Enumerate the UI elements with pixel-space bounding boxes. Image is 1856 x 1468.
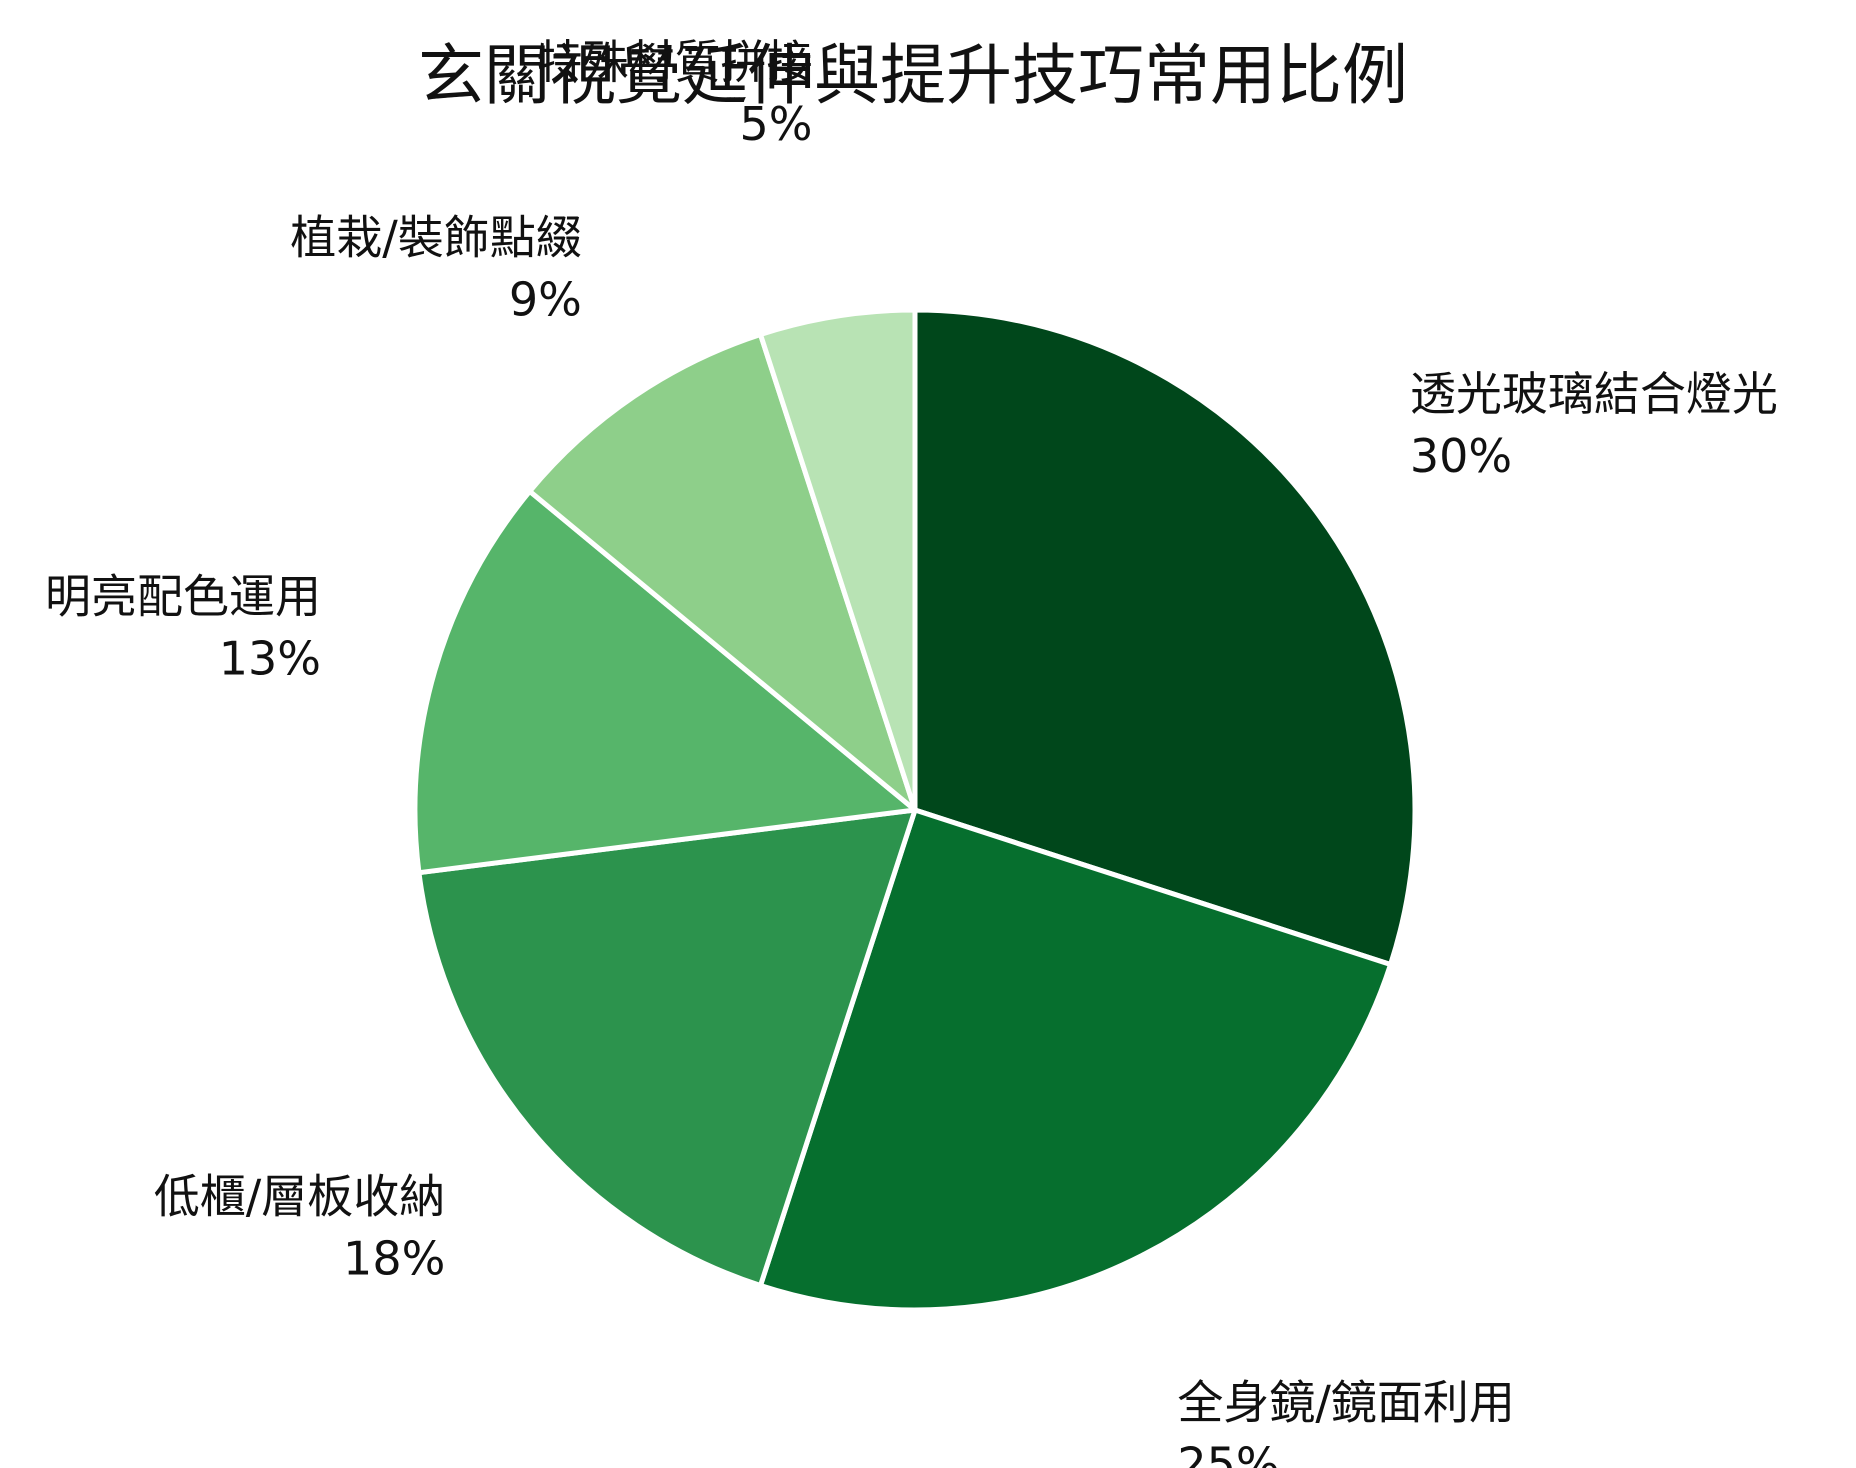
pie-slice (912, 307, 1418, 968)
pie-slices (412, 307, 1418, 1313)
slice-value-label: 18% (343, 1232, 445, 1286)
slice-category-label: 明亮配色運用 (45, 569, 321, 623)
pie-slice (412, 488, 918, 876)
slice-category-label: 全身鏡/鏡面利用 (1177, 1376, 1515, 1430)
slice-category-label: 植栽/裝飾點綴 (290, 210, 582, 264)
slice-category-label: 低櫃/層板收納 (154, 1170, 446, 1224)
chart-title: 玄關視覺延伸與提升技巧常用比例 (418, 37, 1408, 114)
pie-slice (757, 807, 1394, 1313)
slice-value-label: 5% (740, 97, 813, 151)
pie-slice (416, 807, 918, 1289)
pie-slice (527, 331, 918, 813)
slice-value-label: 9% (509, 272, 582, 326)
slice-value-label: 25% (1177, 1438, 1279, 1468)
slice-value-label: 30% (1410, 429, 1512, 483)
pie-slice (757, 307, 918, 813)
slice-category-label: 透光玻璃結合燈光 (1410, 367, 1778, 421)
pie-labels: 透光玻璃結合燈光 30% 全身鏡/鏡面利用 25% 低櫃/層板收納 18% 明亮配色運用 13… (45, 35, 1778, 1468)
slice-value-label: 13% (219, 631, 321, 685)
slice-category-label: 特殊材質拼接 (537, 35, 813, 89)
